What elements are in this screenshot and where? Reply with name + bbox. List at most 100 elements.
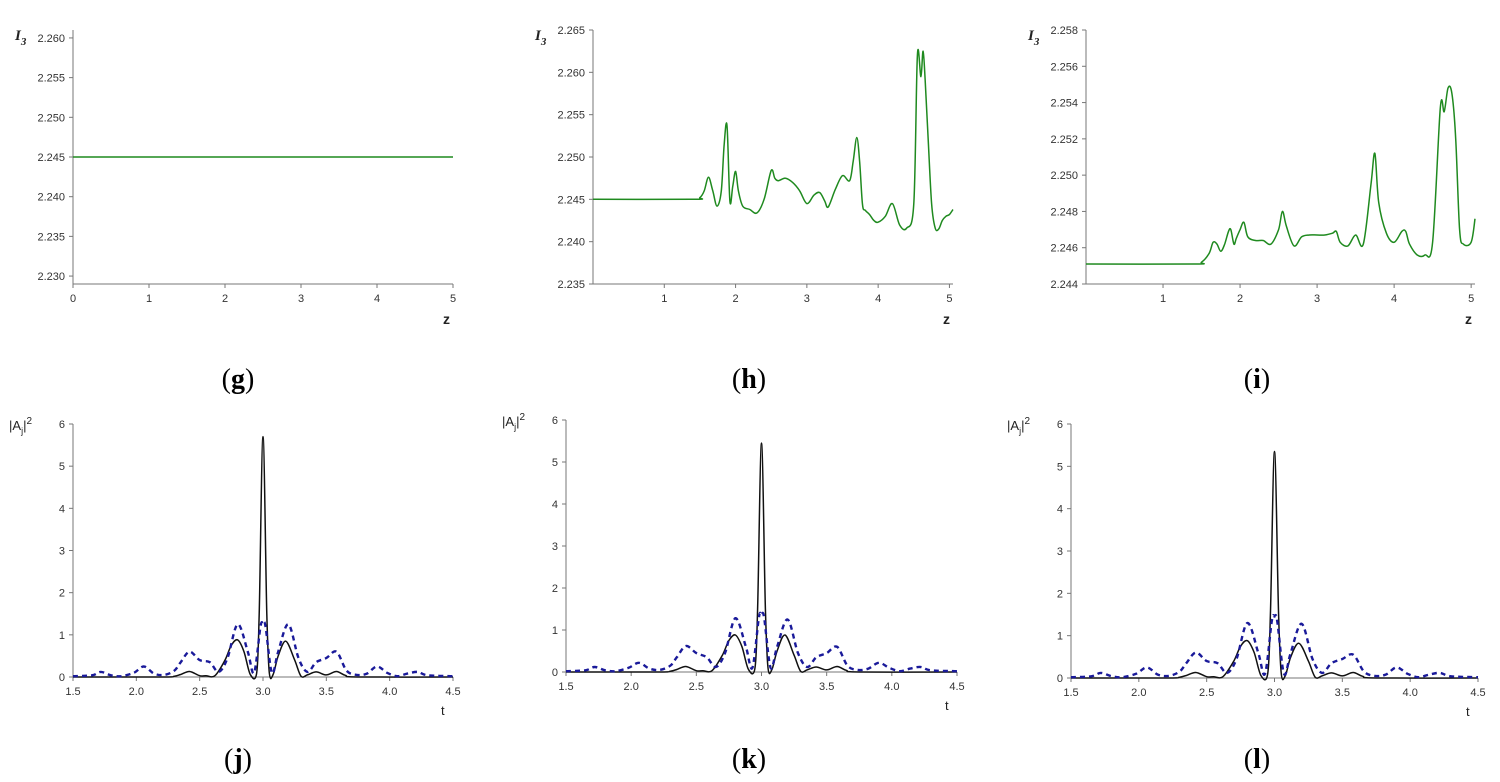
y-tick-label: 2.248 (1050, 206, 1078, 218)
y-tick-label: 3 (59, 546, 65, 558)
x-tick-label: 3.0 (255, 686, 270, 698)
x-tick-label: 4.0 (1403, 687, 1418, 699)
chart-i: 2.244 2.246 2.248 2.250 2.252 2.254 2.256 2.258… (1027, 25, 1476, 327)
chart-l: 0 1 2 3 4 5 6 1.5 2.0 2.5 3.0 3.5 4.0 4.5 |Aj|2 t (1007, 416, 1486, 719)
x-tick-label: 1.5 (65, 686, 80, 698)
y-tick-label: 0 (59, 672, 65, 684)
x-tick-label: 3 (298, 293, 304, 305)
series-line-j-dashed (72, 620, 454, 678)
x-tick-label: 2.5 (1199, 687, 1214, 699)
y-tick-label: 2.250 (1050, 170, 1078, 182)
x-tick-label: 4.5 (445, 686, 460, 698)
y-tick-label: 2.250 (557, 152, 585, 164)
x-tick-label: 4 (1391, 293, 1397, 305)
y-tick-label: 1 (59, 630, 65, 642)
chart-h: 2.235 2.240 2.245 2.250 2.255 2.260 2.265 1 2 3 4 5… (534, 25, 954, 327)
y-tick-label: 2.230 (37, 271, 65, 283)
y-tick-label: 2 (1057, 588, 1063, 600)
x-tick-label: 2.0 (624, 681, 639, 693)
x-tick-label: 4 (374, 293, 380, 305)
x-tick-label: 2.0 (1131, 687, 1146, 699)
x-axis-label: t (1466, 704, 1470, 719)
x-tick-label: 2.0 (129, 686, 144, 698)
y-tick-label: 5 (1057, 461, 1063, 473)
y-tick-label: 1 (1057, 631, 1063, 643)
series-line-k-dashed (565, 611, 958, 673)
panel-label-j: (j) (224, 744, 252, 775)
y-tick-label: 2.260 (557, 67, 585, 79)
x-tick-label: 1 (1160, 293, 1166, 305)
chart-k: 0 1 2 3 4 5 6 1.5 2.0 2.5 3.0 3.5 4.0 4.5 |Aj|2 t (502, 412, 965, 713)
y-tick-label: 2.250 (37, 112, 65, 124)
series-line-k-solid (565, 442, 958, 675)
chart-j: 0 1 2 3 4 5 6 1.5 2.0 2.5 3.0 3.5 4.0 4.5 |Aj|2 t (9, 416, 461, 718)
x-tick-label: 2 (733, 293, 739, 305)
x-tick-label: 1.5 (558, 681, 573, 693)
x-axis-label: z (943, 311, 950, 327)
x-axis-label: z (443, 311, 450, 327)
x-axis-label: z (1465, 311, 1472, 327)
x-tick-label: 1 (661, 293, 667, 305)
x-axis-label: t (945, 698, 949, 713)
x-tick-label: 1 (146, 293, 152, 305)
x-tick-label: 3 (1314, 293, 1320, 305)
x-tick-label: 5 (1468, 293, 1474, 305)
y-axis-label: |Aj|2 (1007, 416, 1030, 436)
x-tick-label: 4.0 (884, 681, 899, 693)
x-tick-label: 4.5 (949, 681, 964, 693)
y-tick-label: 2.258 (1050, 25, 1078, 37)
y-tick-label: 2.245 (37, 152, 65, 164)
y-tick-label: 4 (1057, 504, 1063, 516)
y-axis-label: |Aj|2 (502, 412, 525, 432)
y-axis-label: I3 (14, 28, 27, 48)
y-tick-label: 0 (552, 667, 558, 679)
x-tick-label: 3.0 (1267, 687, 1282, 699)
series-line-l-dashed (1070, 613, 1479, 679)
chart-g: 2.230 2.235 2.240 2.245 2.250 2.255 2.260 0 1 2 3 4… (14, 28, 456, 327)
series-line-i-line (1085, 85, 1476, 265)
y-tick-label: 4 (59, 503, 65, 515)
y-axis-label: I3 (1027, 28, 1040, 48)
x-tick-label: 4.0 (382, 686, 397, 698)
panel-label-h: (h) (732, 364, 766, 395)
y-tick-label: 2.255 (37, 73, 65, 85)
x-tick-label: 3.5 (1335, 687, 1350, 699)
y-tick-label: 5 (552, 457, 558, 469)
y-tick-label: 2.252 (1050, 134, 1078, 146)
y-tick-label: 2.235 (37, 231, 65, 243)
y-tick-label: 3 (552, 541, 558, 553)
x-tick-label: 0 (70, 293, 76, 305)
y-tick-label: 2 (552, 583, 558, 595)
series-line-j-solid (72, 435, 454, 680)
x-tick-label: 3.5 (319, 686, 334, 698)
y-tick-label: 2.260 (37, 33, 65, 45)
x-tick-label: 2 (1237, 293, 1243, 305)
panel-label-i: (i) (1244, 364, 1270, 395)
y-tick-label: 5 (59, 461, 65, 473)
y-axis-label: |Aj|2 (9, 416, 32, 436)
x-tick-label: 3.0 (754, 681, 769, 693)
y-axis-label: I3 (534, 28, 547, 48)
x-tick-label: 4 (875, 293, 881, 305)
y-tick-label: 4 (552, 499, 558, 511)
x-tick-label: 2.5 (689, 681, 704, 693)
panel-label-k: (k) (732, 744, 766, 775)
series-line-l-solid (1070, 450, 1479, 681)
y-tick-label: 6 (1057, 419, 1063, 431)
x-tick-label: 4.5 (1470, 687, 1485, 699)
x-tick-label: 1.5 (1063, 687, 1078, 699)
y-tick-label: 1 (552, 625, 558, 637)
y-tick-label: 6 (59, 419, 65, 431)
y-tick-label: 2.256 (1050, 61, 1078, 73)
panel-label-g: (g) (222, 364, 255, 395)
x-tick-label: 3.5 (819, 681, 834, 693)
y-tick-label: 0 (1057, 673, 1063, 685)
y-tick-label: 6 (552, 415, 558, 427)
panel-label-l: (l) (1244, 744, 1270, 775)
x-tick-label: 3 (804, 293, 810, 305)
y-tick-label: 2.244 (1050, 279, 1078, 291)
y-tick-label: 2.265 (557, 25, 585, 37)
y-tick-label: 2.255 (557, 110, 585, 122)
x-tick-label: 2 (222, 293, 228, 305)
